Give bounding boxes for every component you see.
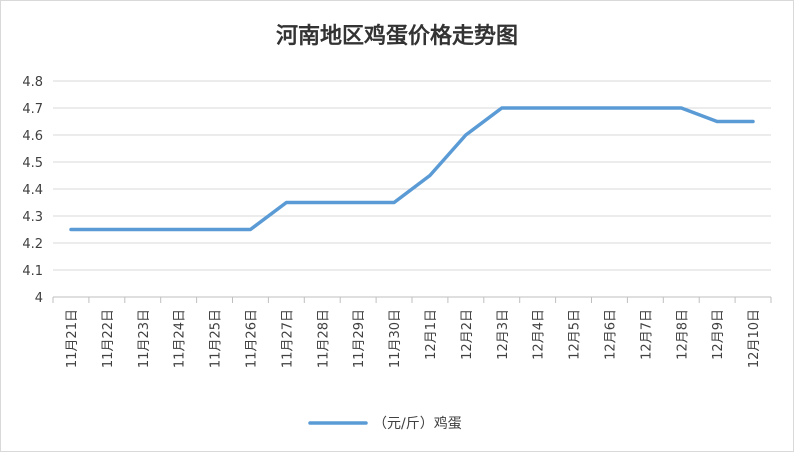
x-tick-label: 12月3日 — [496, 309, 511, 360]
x-tick-label: 11月25日 — [209, 309, 224, 368]
y-axis: 4.8 4.7 4.6 4.5 4.4 4.3 4.2 4.1 4 — [22, 75, 43, 306]
y-tick-label: 4.8 — [22, 75, 43, 90]
y-tick-label: 4.4 — [22, 183, 43, 198]
x-tick-label: 12月7日 — [639, 309, 654, 360]
y-tick-label: 4.3 — [22, 210, 43, 225]
x-tick-label: 12月2日 — [460, 309, 475, 360]
x-tick-label: 11月22日 — [101, 309, 116, 368]
x-tick-label: 12月6日 — [603, 309, 618, 360]
y-tick-label: 4.6 — [22, 129, 43, 144]
x-tick-label: 11月23日 — [137, 309, 152, 368]
x-tick-label: 12月4日 — [532, 309, 547, 360]
legend: （元/斤）鸡蛋 — [308, 415, 462, 432]
y-tick-label: 4 — [35, 291, 43, 306]
chart-title: 河南地区鸡蛋价格走势图 — [276, 23, 518, 49]
y-tick-label: 4.2 — [22, 237, 43, 252]
legend-label: （元/斤）鸡蛋 — [373, 415, 462, 432]
x-tick-label: 11月29日 — [352, 309, 367, 368]
x-tick-label: 11月21日 — [65, 309, 80, 368]
x-tick-label: 11月27日 — [280, 309, 295, 368]
x-axis: 11月21日 11月22日 11月23日 11月24日 11月25日 11月26日 11月2… — [52, 296, 772, 368]
y-tick-label: 4.5 — [22, 156, 43, 171]
y-tick-label: 4.1 — [22, 264, 43, 279]
x-tick-label: 11月30日 — [388, 309, 403, 368]
series-line — [69, 106, 755, 232]
x-tick-label: 11月28日 — [316, 309, 331, 368]
x-tick-label: 12月10日 — [747, 309, 762, 368]
x-tick-label: 12月5日 — [568, 309, 583, 360]
x-tick-label: 12月1日 — [424, 309, 439, 360]
x-tick-label: 12月8日 — [675, 309, 690, 360]
x-tick-label: 11月26日 — [244, 309, 259, 368]
x-tick-label: 12月9日 — [711, 309, 726, 360]
series-layer — [69, 106, 755, 232]
x-tick-label: 11月24日 — [173, 309, 188, 368]
y-tick-label: 4.7 — [22, 102, 43, 117]
